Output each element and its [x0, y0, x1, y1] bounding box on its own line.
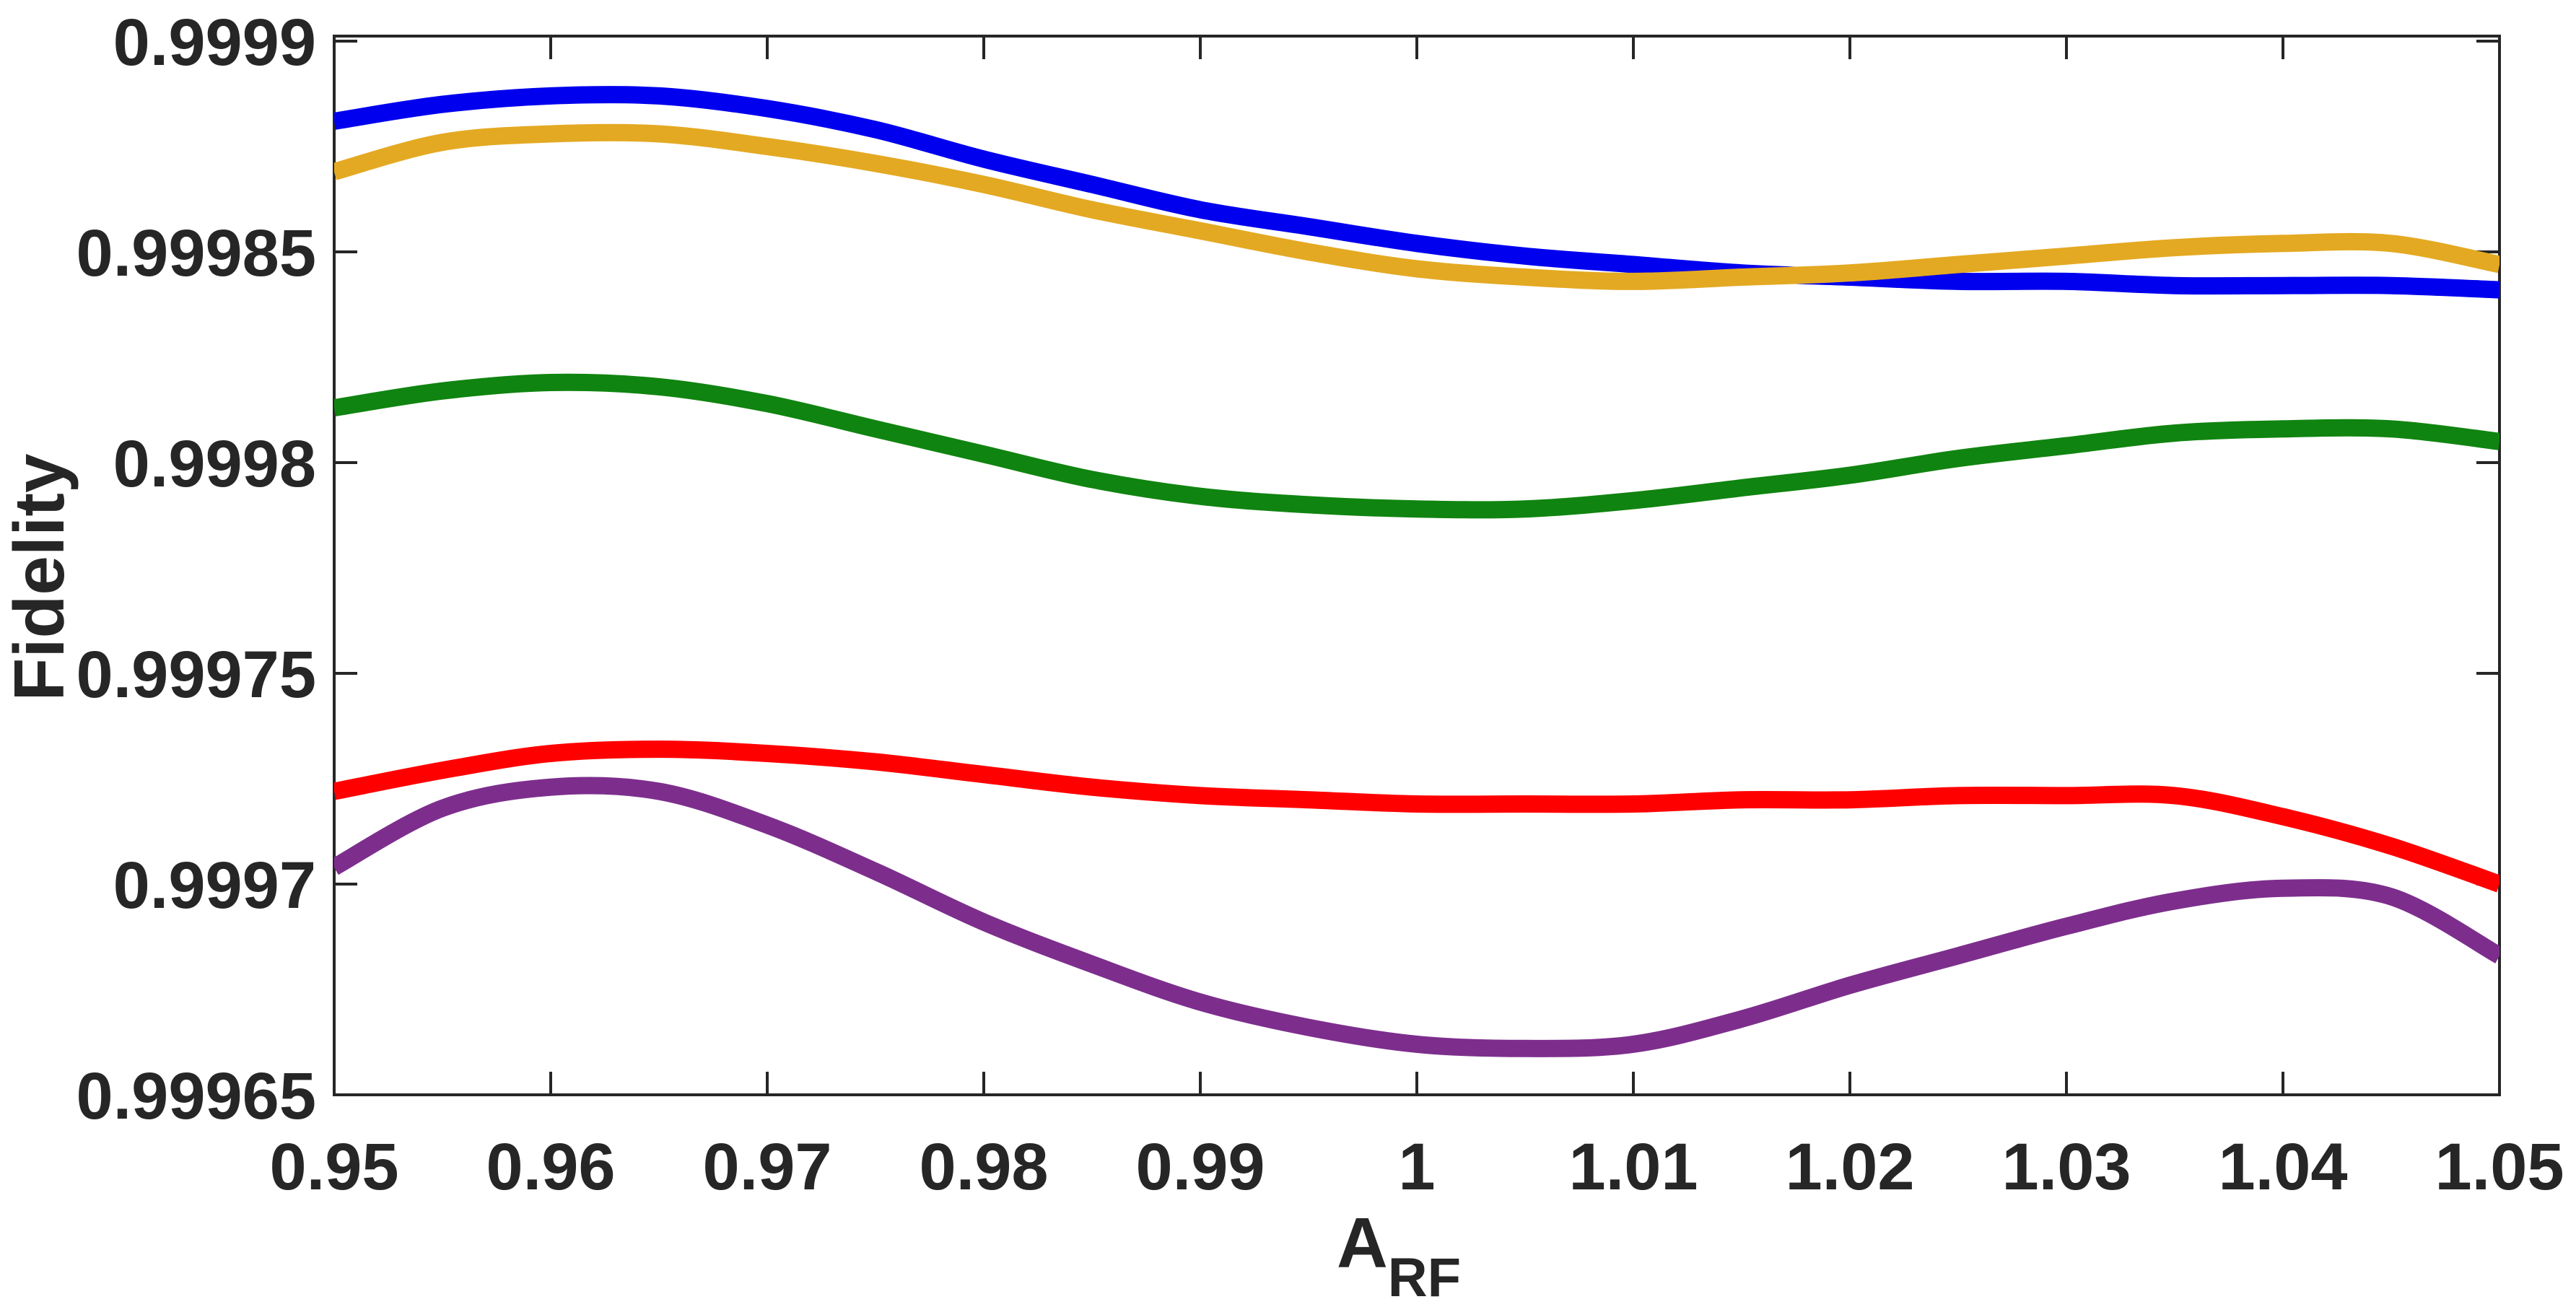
y-tick-label: 0.9998	[113, 427, 316, 501]
x-axis-label-main: A	[1337, 1203, 1388, 1282]
y-tick-labels: 0.99965 0.9997 0.99975 0.9998 0.99985 0.9999	[76, 6, 316, 1133]
curve-blue	[334, 86, 2499, 299]
plot-box	[333, 35, 2501, 1096]
y-tick-label: 0.99965	[76, 1059, 316, 1133]
x-tick-label: 1.05	[2435, 1130, 2564, 1204]
x-tick-label: 0.95	[269, 1130, 398, 1204]
y-tick-label: 0.9997	[113, 849, 316, 922]
axis-ticks	[333, 36, 2501, 1096]
x-tick-label: 1.03	[2001, 1130, 2131, 1204]
curve-red	[334, 740, 2499, 893]
x-tick-label: 0.96	[486, 1130, 615, 1204]
x-axis-label-subscript: RF	[1388, 1247, 1461, 1307]
curve-gold	[334, 123, 2499, 290]
y-tick-label: 0.99975	[76, 638, 316, 712]
y-tick-label: 0.9999	[113, 6, 316, 79]
data-curves	[334, 86, 2499, 1057]
x-tick-label: 0.98	[919, 1130, 1048, 1204]
curve-green	[334, 373, 2499, 519]
x-tick-label: 1.02	[1785, 1130, 1914, 1204]
x-axis-label: ARF	[1337, 1203, 1461, 1307]
x-tick-label: 0.99	[1135, 1130, 1265, 1204]
y-tick-label: 0.99985	[76, 217, 316, 290]
x-tick-label: 1.04	[2218, 1130, 2347, 1204]
x-tick-label: 0.97	[702, 1130, 831, 1204]
x-tick-labels: 0.95 0.96 0.97 0.98 0.99 1 1.01 1.02 1.03 1.04 1.0…	[269, 1130, 2564, 1204]
x-tick-label: 1	[1398, 1130, 1435, 1204]
x-tick-label: 1.01	[1568, 1130, 1698, 1204]
curve-purple	[334, 777, 2499, 1057]
y-axis-label: Fidelity	[0, 453, 79, 701]
